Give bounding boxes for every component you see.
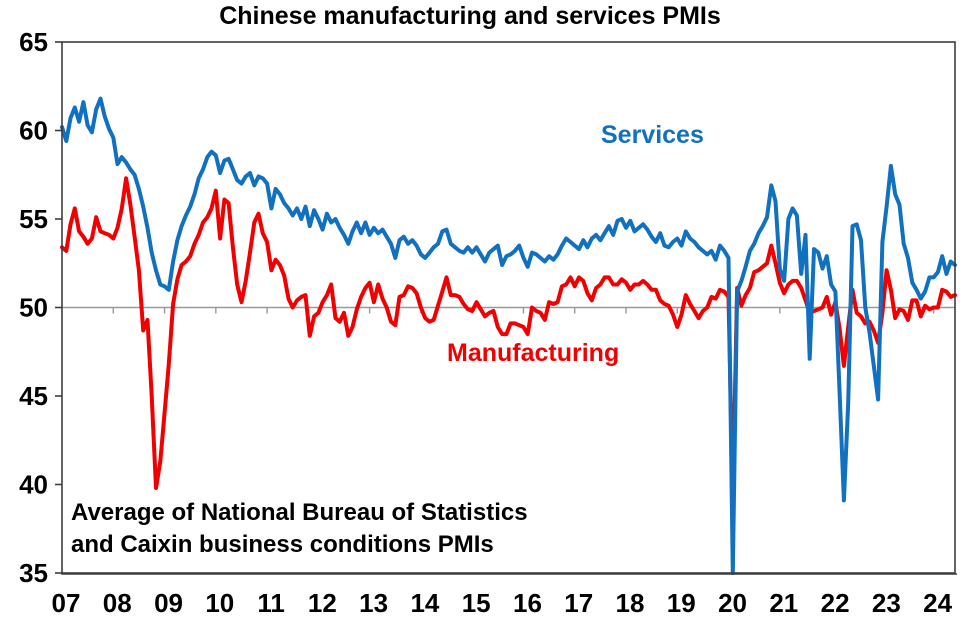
y-axis-tick-label: 35 xyxy=(19,558,48,588)
x-axis-tick-label: 08 xyxy=(103,588,132,618)
x-axis-tick-label: 18 xyxy=(616,588,645,618)
x-axis-tick-label: 13 xyxy=(359,588,388,618)
source-annotation: Average of National Bureau of Statistics… xyxy=(71,497,528,561)
services-series-label: Services xyxy=(601,121,704,149)
services-line xyxy=(60,96,957,575)
source-annotation-line1: Average of National Bureau of Statistics xyxy=(71,499,528,526)
manufacturing-series-label: Manufacturing xyxy=(447,339,620,367)
x-axis-tick-label: 16 xyxy=(513,588,542,618)
y-axis-tick-label: 65 xyxy=(19,27,48,57)
x-axis-tick-label: 19 xyxy=(667,588,696,618)
y-axis-tick-label: 40 xyxy=(19,470,48,500)
x-axis-tick-label: 12 xyxy=(308,588,337,618)
x-axis-tick-label: 21 xyxy=(769,588,798,618)
chart-title: Chinese manufacturing and services PMIs xyxy=(219,2,721,30)
x-axis-tick-label: 15 xyxy=(462,588,491,618)
x-axis-tick-label: 20 xyxy=(718,588,747,618)
y-axis-tick-label: 50 xyxy=(19,293,48,323)
x-axis-tick-label: 09 xyxy=(154,588,183,618)
x-axis-tick-label: 14 xyxy=(410,588,439,618)
source-annotation-line2: and Caixin business conditions PMIs xyxy=(71,531,494,558)
y-axis-tick-label: 60 xyxy=(19,116,48,146)
x-axis-tick-label: 24 xyxy=(923,588,952,618)
y-axis-tick-label: 55 xyxy=(19,204,48,234)
x-axis-tick-label: 11 xyxy=(257,588,285,618)
x-axis-tick-label: 22 xyxy=(821,588,850,618)
x-axis-tick-label: 07 xyxy=(52,588,81,618)
x-axis-tick-label: 23 xyxy=(872,588,901,618)
y-axis-tick-label: 45 xyxy=(19,381,48,411)
x-axis-tick-label: 10 xyxy=(205,588,234,618)
x-axis-tick-label: 17 xyxy=(564,588,593,618)
